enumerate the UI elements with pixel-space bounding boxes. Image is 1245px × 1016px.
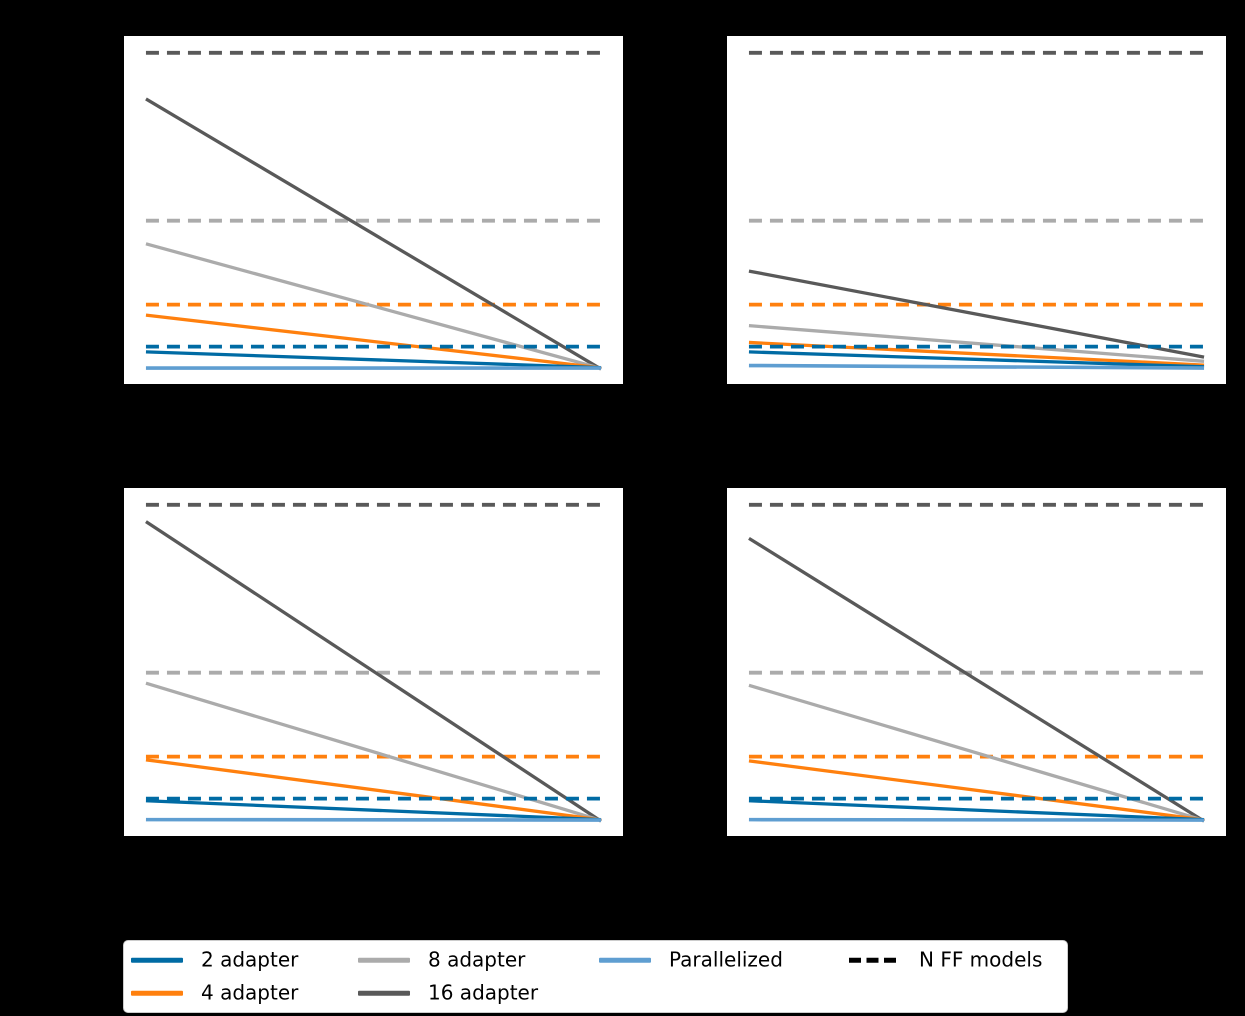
line-4-adapter: [145, 758, 602, 822]
16-adapter-line-swatch: [358, 990, 410, 996]
line-16-adapter: [748, 269, 1205, 359]
line-16-adapter: [145, 520, 602, 823]
2-adapter-line-swatch: [131, 957, 183, 963]
line-16-adapter: [145, 97, 602, 371]
legend-label-8-adapter: 8 adapter: [428, 947, 526, 972]
n-ff-models-dashed-swatch: [849, 957, 896, 963]
subplot-top-right: [727, 36, 1226, 384]
chart-svg: [145, 50, 602, 371]
legend: 2 adapter 4 adapter 8 adapter 16 adapter…: [123, 940, 1068, 1013]
line-2-adapter: [748, 799, 1205, 822]
chart-svg: [748, 502, 1205, 823]
chart-svg: [748, 50, 1205, 370]
parallelized-line-swatch: [599, 957, 651, 963]
legend-label-4-adapter: 4 adapter: [201, 980, 299, 1005]
line-8-adapter: [748, 324, 1205, 363]
line-4-adapter: [748, 759, 1205, 822]
line-2-adapter: [145, 799, 602, 822]
line-2-adapter: [748, 350, 1205, 369]
line-2-adapter: [145, 350, 602, 370]
legend-label-2-adapter: 2 adapter: [201, 947, 299, 972]
line-16-adapter: [748, 536, 1205, 823]
legend-label-16-adapter: 16 adapter: [428, 980, 539, 1005]
line-4-adapter: [145, 313, 602, 370]
subplot-bottom-left: [124, 488, 623, 836]
8-adapter-line-swatch: [358, 957, 410, 963]
chart-svg: [145, 502, 602, 823]
line-parallelized: [748, 363, 1205, 370]
4-adapter-line-swatch: [131, 990, 183, 996]
subplot-bottom-right: [727, 488, 1226, 836]
legend-label-parallelized: Parallelized: [669, 947, 783, 972]
subplot-top-left: [124, 36, 623, 384]
legend-label-n-ff-models: N FF models: [919, 947, 1043, 972]
